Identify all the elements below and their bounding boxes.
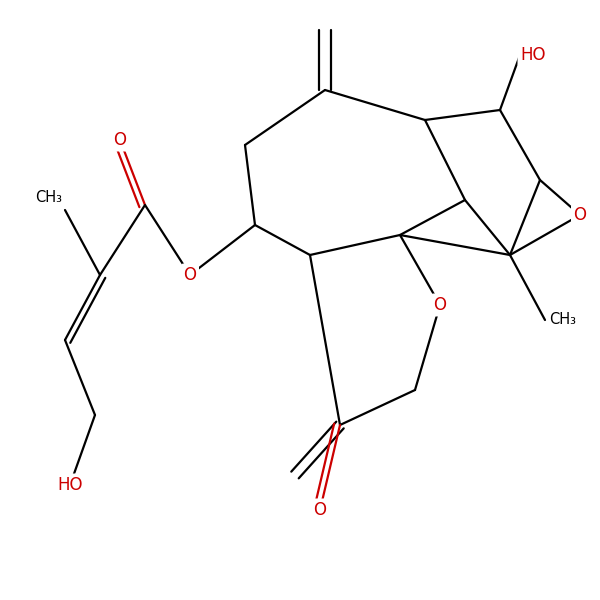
- Text: O: O: [314, 501, 326, 519]
- Text: O: O: [113, 131, 127, 149]
- Text: HO: HO: [520, 46, 545, 64]
- Text: CH₃: CH₃: [549, 313, 576, 328]
- Text: HO: HO: [57, 476, 83, 494]
- Text: CH₃: CH₃: [35, 190, 62, 205]
- Text: O: O: [433, 296, 446, 314]
- Text: O: O: [184, 266, 197, 284]
- Text: O: O: [574, 206, 587, 224]
